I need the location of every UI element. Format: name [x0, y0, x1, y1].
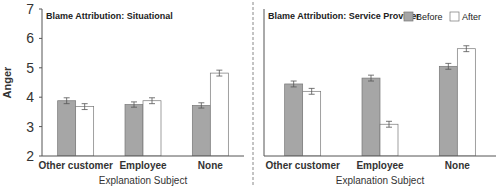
error-cap — [64, 97, 70, 98]
error-cap — [463, 51, 469, 52]
legend-label: Before — [416, 12, 443, 22]
x-tick-label: None — [445, 160, 470, 171]
error-cap — [216, 70, 222, 71]
error-bar — [198, 103, 204, 108]
legend-swatch — [404, 12, 413, 21]
error-stem — [293, 81, 294, 87]
x-tick-label: None — [198, 160, 223, 171]
error-cap — [149, 97, 155, 98]
chart-root: 2 3 4 5 6 7 Other customer Employee None Explanat… — [0, 0, 500, 189]
error-cap — [82, 103, 88, 104]
error-cap — [198, 108, 204, 109]
y-axis-label: Anger — [1, 66, 13, 99]
error-bar — [309, 88, 315, 94]
bar — [439, 66, 457, 156]
y-axis — [42, 9, 43, 156]
error-stem — [84, 104, 85, 110]
error-cap — [309, 94, 315, 95]
bar — [143, 101, 161, 156]
error-stem — [311, 88, 312, 94]
x-axis-label: Explanation Subject — [99, 175, 188, 186]
bar — [192, 105, 210, 156]
legend-label: After — [462, 12, 481, 22]
error-bar — [82, 104, 88, 110]
error-cap — [291, 81, 297, 82]
x-axis-label: Explanation Subject — [336, 175, 425, 186]
error-cap — [445, 69, 451, 70]
bar — [380, 124, 398, 156]
error-cap — [198, 102, 204, 103]
error-stem — [371, 75, 372, 81]
x-tick-label: Employee — [119, 160, 167, 171]
error-cap — [368, 81, 374, 82]
error-cap — [386, 121, 392, 122]
error-stem — [152, 98, 153, 104]
y-tick-label: 7 — [26, 1, 34, 17]
bar — [285, 84, 303, 156]
divider — [253, 2, 254, 186]
error-stem — [219, 70, 220, 76]
bar — [125, 105, 143, 156]
y-tick-label: 3 — [26, 119, 34, 135]
x-tick-label: Other customer — [38, 160, 113, 171]
error-cap — [445, 63, 451, 64]
error-bar — [368, 75, 374, 81]
error-stem — [201, 103, 202, 108]
x-axis — [264, 156, 496, 157]
bar — [210, 73, 228, 156]
chart-title: Blame Attribution: Situational — [46, 11, 173, 21]
chart-title: Blame Attribution: Service Provider — [268, 11, 420, 21]
error-cap — [131, 101, 137, 102]
error-bar — [131, 102, 137, 107]
error-bar — [386, 121, 392, 127]
error-cap — [368, 75, 374, 76]
y-tick-label: 4 — [26, 89, 34, 105]
error-stem — [448, 63, 449, 69]
error-cap — [149, 103, 155, 104]
y-tick-label: 2 — [26, 148, 34, 164]
bar — [457, 49, 475, 156]
bars — [285, 46, 476, 156]
error-stem — [466, 46, 467, 52]
error-cap — [131, 107, 137, 108]
error-stem — [389, 121, 390, 127]
error-cap — [82, 109, 88, 110]
error-stem — [134, 102, 135, 107]
x-tick-label: Employee — [356, 160, 404, 171]
x-tick-label: Other customer — [265, 160, 340, 171]
error-bar — [291, 81, 297, 87]
y-axis — [264, 9, 265, 156]
error-cap — [386, 127, 392, 128]
bar — [362, 78, 380, 156]
x-axis — [42, 156, 244, 157]
bar — [303, 91, 321, 156]
error-cap — [64, 103, 70, 104]
error-stem — [66, 98, 67, 104]
error-cap — [309, 88, 315, 89]
y-tick-label: 5 — [26, 60, 34, 76]
bars — [58, 70, 229, 156]
error-bar — [216, 70, 222, 76]
bar — [58, 101, 76, 156]
error-cap — [216, 76, 222, 77]
bar — [76, 107, 94, 156]
error-bar — [463, 46, 469, 52]
legend-swatch — [450, 12, 459, 21]
error-cap — [463, 45, 469, 46]
error-cap — [291, 86, 297, 87]
error-bar — [149, 98, 155, 104]
y-tick-label: 6 — [26, 30, 34, 46]
error-bar — [445, 63, 451, 69]
error-bar — [64, 98, 70, 104]
